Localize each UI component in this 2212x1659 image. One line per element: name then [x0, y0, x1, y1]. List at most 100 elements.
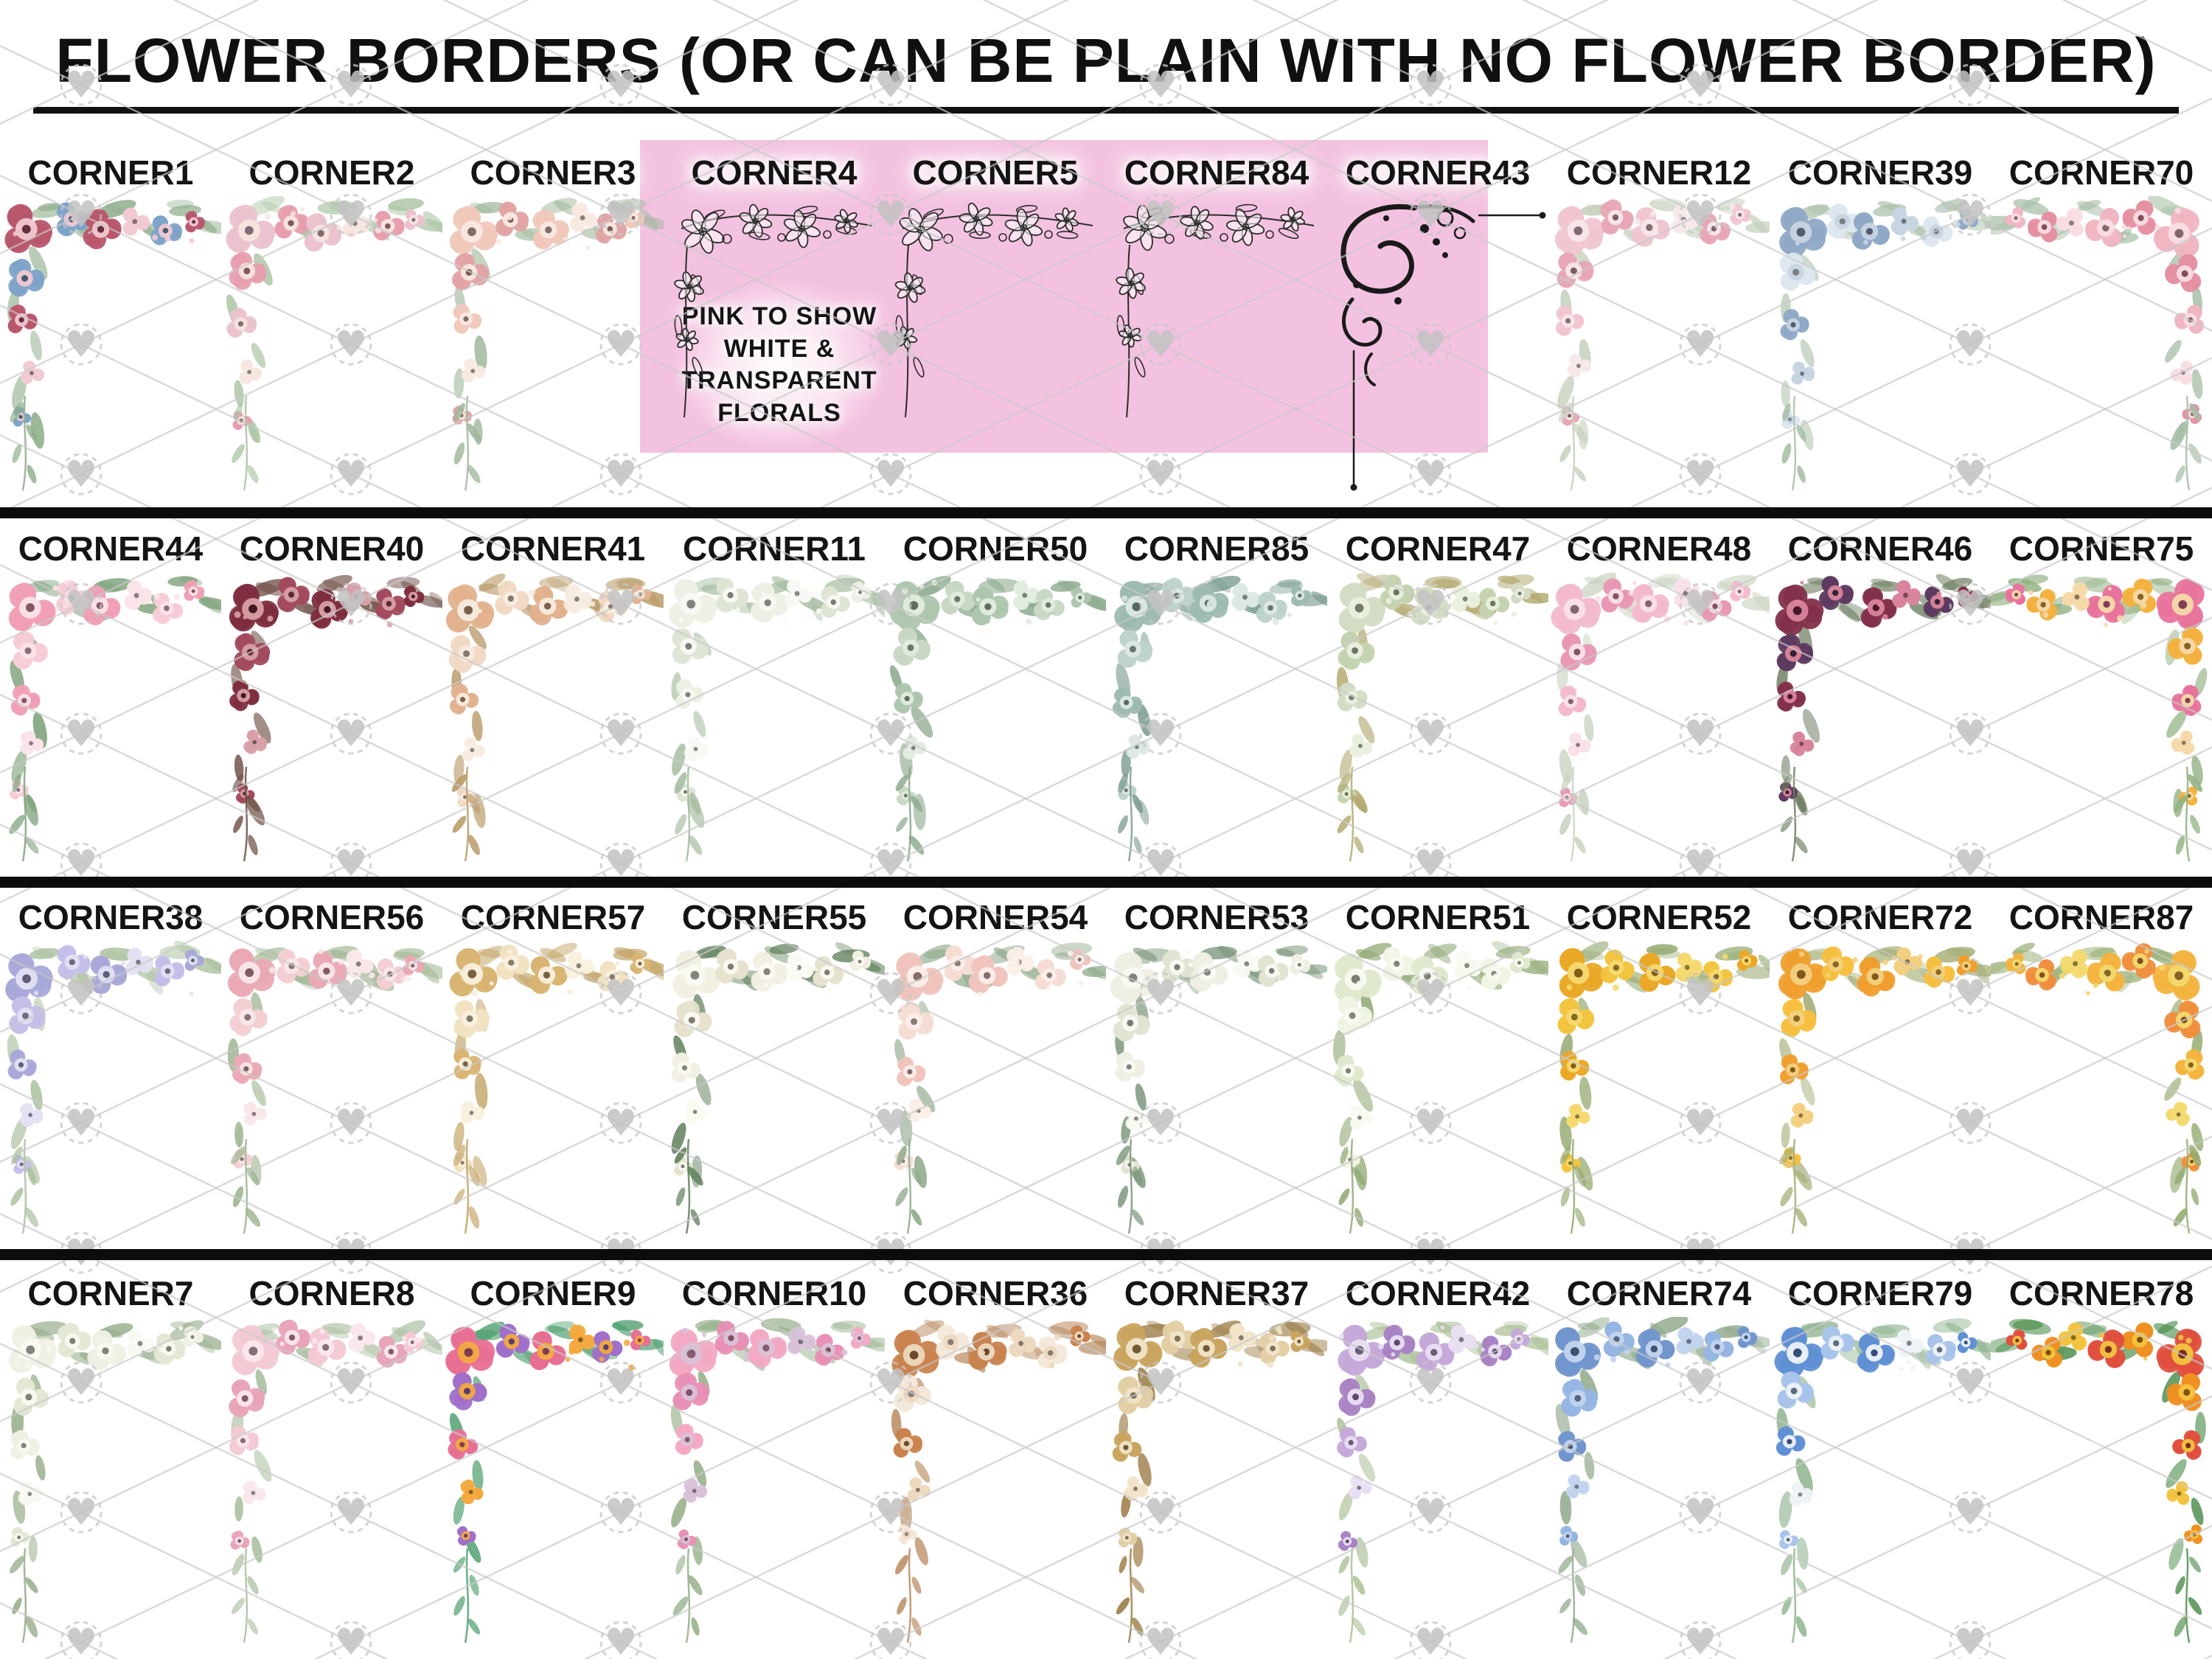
separator-3: [0, 1249, 2212, 1260]
corner-art-wc-icon: [1774, 1318, 1991, 1644]
corner-item: CORNER5: [885, 149, 1106, 507]
corner-art-wc-icon: [889, 575, 1106, 862]
corner-item: CORNER79: [1770, 1270, 1991, 1659]
corner-art-line-icon: [674, 204, 872, 418]
corner-art-flourish-icon: [1340, 204, 1546, 491]
corner-item: CORNER46: [1770, 525, 1991, 877]
separator-1: [0, 507, 2212, 518]
corner-art-wc-icon: [449, 198, 664, 491]
corner-label: CORNER46: [1787, 529, 1973, 568]
corner-art-wc-icon: [891, 1319, 1106, 1644]
corner-art-wc-icon: [8, 1320, 221, 1644]
corner-item: CORNER8: [221, 1270, 442, 1659]
corner-label: CORNER70: [2008, 153, 2194, 192]
corner-label: CORNER37: [1124, 1274, 1310, 1312]
corner-item: CORNER47: [1327, 525, 1548, 877]
corner-item: CORNER85: [1106, 525, 1327, 877]
corner-label: CORNER74: [1566, 1274, 1752, 1312]
corner-item: CORNER44: [0, 525, 221, 877]
corner-label: CORNER52: [1566, 898, 1752, 936]
corner-art-wc-icon: [1991, 942, 2205, 1234]
corner-art-wc-icon: [1554, 198, 1770, 491]
corner-label: CORNER72: [1787, 898, 1973, 936]
corner-art-wc-icon: [1551, 572, 1770, 862]
corner-label: CORNER48: [1566, 529, 1752, 568]
corner-item: CORNER55: [664, 894, 885, 1250]
corner-item: CORNER43: [1327, 149, 1548, 507]
corner-art-wc-icon: [894, 942, 1106, 1234]
corner-art-wc-icon: [1557, 941, 1770, 1234]
row-3: CORNER38 CORNER56 CORNER57 CORNER55 CORNER54…: [0, 894, 2212, 1250]
corner-label: CORNER79: [1787, 1274, 1973, 1312]
corner-art-wc-icon: [229, 574, 442, 862]
corner-item: CORNER54: [885, 894, 1106, 1250]
corner-item: CORNER9: [442, 1270, 664, 1659]
corner-item: CORNER38: [0, 894, 221, 1250]
corner-art-line-icon: [894, 202, 1093, 418]
corner-art-wc-icon: [445, 573, 664, 862]
corner-item: CORNER78: [1991, 1270, 2212, 1659]
corner-label: CORNER2: [248, 153, 415, 192]
corner-art-wc-icon: [449, 942, 664, 1234]
corner-art-wc-icon: [671, 942, 885, 1234]
corner-label: CORNER54: [902, 898, 1088, 936]
corner-art-wc-icon: [1991, 196, 2205, 491]
corner-art-wc-icon: [445, 1320, 664, 1644]
corner-art-wc-icon: [1991, 1318, 2206, 1644]
corner-label: CORNER51: [1345, 898, 1531, 936]
corner-label: CORNER57: [460, 898, 646, 936]
corner-label: CORNER5: [912, 153, 1079, 192]
corner-label: CORNER1: [27, 153, 194, 192]
corner-label: CORNER43: [1345, 153, 1531, 192]
corner-item: CORNER52: [1548, 894, 1770, 1250]
corner-label: CORNER87: [2008, 898, 2194, 936]
page-title: FLOWER BORDERS (OR CAN BE PLAIN WITH NO …: [33, 25, 2179, 114]
corner-item: CORNER48: [1548, 525, 1770, 877]
corner-item: CORNER7: [0, 1270, 221, 1659]
corner-item: CORNER42: [1327, 1270, 1548, 1659]
corner-item: CORNER37: [1106, 1270, 1327, 1659]
corner-label: CORNER85: [1124, 529, 1310, 568]
corner-art-wc-icon: [1336, 573, 1548, 862]
separator-2: [0, 877, 2212, 888]
corner-item: CORNER50: [885, 525, 1106, 877]
corner-label: CORNER12: [1566, 153, 1752, 192]
corner-art-wc-icon: [4, 199, 221, 491]
corner-item: CORNER12: [1548, 149, 1770, 507]
corner-label: CORNER3: [470, 153, 636, 192]
corner-label: CORNER84: [1124, 153, 1310, 192]
corner-item: CORNER72: [1770, 894, 1991, 1250]
corner-label: CORNER56: [239, 898, 425, 936]
corner-art-wc-icon: [1337, 1321, 1548, 1644]
corner-label: CORNER10: [681, 1274, 867, 1312]
row-1: CORNER1 CORNER2 CORNER3 CORNER4 CORNER5 CORNE…: [0, 149, 2212, 507]
corner-art-wc-icon: [1779, 198, 1991, 491]
corner-item: CORNER74: [1548, 1270, 1770, 1659]
corner-label: CORNER8: [248, 1274, 415, 1312]
corner-item: CORNER53: [1106, 894, 1327, 1250]
corner-label: CORNER36: [902, 1274, 1088, 1312]
corner-item: CORNER39: [1770, 149, 1991, 507]
corner-art-wc-icon: [669, 1318, 885, 1644]
corner-label: CORNER9: [470, 1274, 636, 1312]
corner-item: CORNER2: [221, 149, 442, 507]
corner-art-wc-icon: [1112, 575, 1327, 862]
corner-label: CORNER50: [902, 529, 1088, 568]
corner-label: CORNER7: [27, 1274, 194, 1312]
corner-label: CORNER44: [18, 529, 204, 568]
corner-item: CORNER70: [1991, 149, 2212, 507]
corner-item: CORNER40: [221, 525, 442, 877]
corner-item: CORNER41: [442, 525, 664, 877]
corner-label: CORNER42: [1345, 1274, 1531, 1312]
corner-item: CORNER57: [442, 894, 664, 1250]
header: FLOWER BORDERS (OR CAN BE PLAIN WITH NO …: [0, 25, 2212, 114]
corner-art-wc-icon: [229, 1319, 442, 1644]
corner-label: CORNER55: [681, 898, 867, 936]
corner-art-wc-icon: [1333, 941, 1548, 1234]
corner-art-wc-icon: [1555, 1317, 1770, 1644]
corner-art-line-icon: [1116, 204, 1315, 418]
corner-item: CORNER1: [0, 149, 221, 507]
corner-item: CORNER75: [1991, 525, 2212, 877]
corner-label: CORNER78: [2008, 1274, 2194, 1312]
corner-label: CORNER40: [239, 529, 425, 568]
